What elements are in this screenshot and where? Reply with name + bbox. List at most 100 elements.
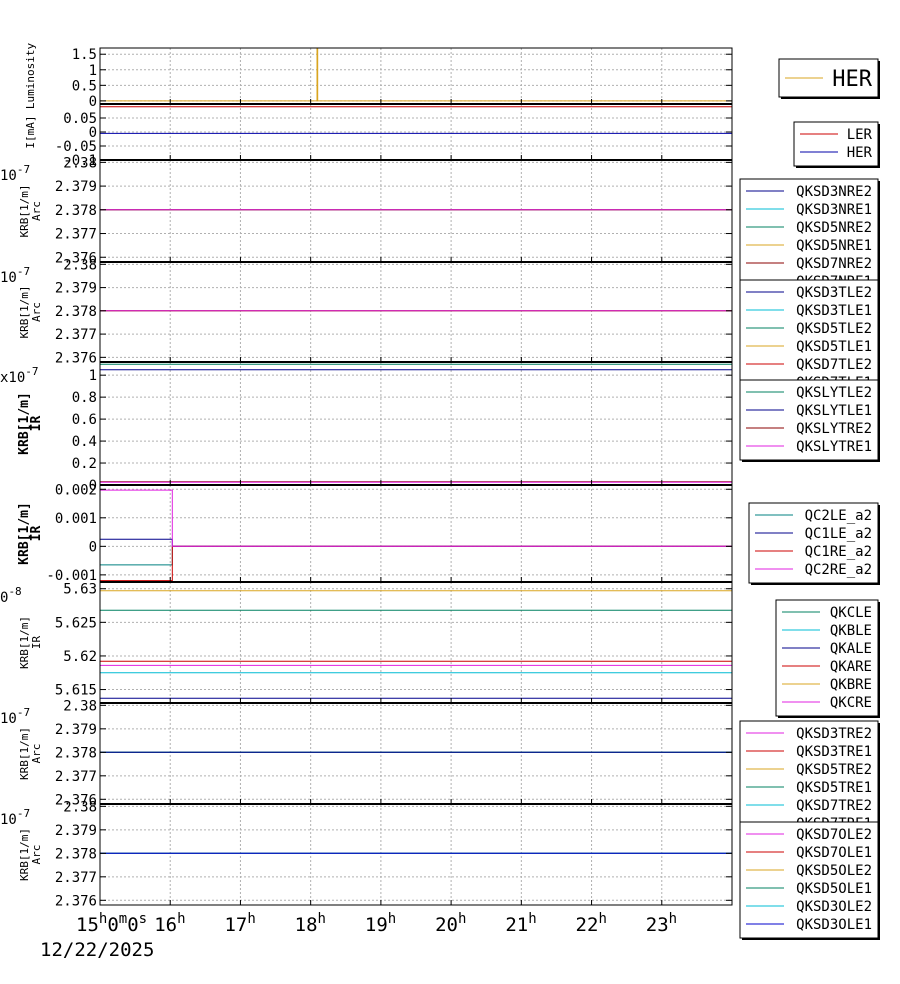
y-tick-label: 0.6 [72, 412, 97, 428]
x-tick-label: 16h [154, 911, 185, 936]
plot-frame [99, 159, 733, 263]
grid [99, 160, 732, 262]
series-QC1RE_a2 [100, 545, 732, 582]
y-tick-label: 2.376 [55, 893, 97, 909]
legend-label: QKSLYTRE1 [796, 439, 872, 455]
y-tick-label: 0.05 [63, 111, 97, 127]
legend-label: QKSD3TRE1 [796, 744, 872, 760]
y-tick-label: 0.001 [55, 511, 97, 527]
y-axis-label: Luminosity [24, 43, 37, 110]
panel-arc3: 2.376 2.377 2.378 2.379 2.38 KRB[1/m] Arc 10-7 [0, 698, 733, 808]
legend-label: QKSD3OLE2 [796, 899, 872, 915]
y-axis-label: IR [29, 416, 44, 432]
legend-ir2: QC2LE_a2 QC1LE_a2 QC1RE_a2 QC2RE_a2 [748, 502, 880, 585]
legend-label: QC2RE_a2 [805, 562, 872, 578]
grid [99, 104, 732, 161]
y-tick-label: 0 [89, 539, 97, 555]
y-tick-label: 2.38 [63, 799, 97, 815]
y-exponent-label: 10-7 [0, 163, 30, 184]
y-tick-label: 2.379 [55, 179, 97, 195]
x-tick-label: 17h [224, 911, 255, 936]
x-date-label: 12/22/2025 [40, 939, 154, 961]
legend-label: LER [847, 127, 873, 143]
x-tick-label: 19h [365, 911, 396, 936]
series-QC1LE_a2 [100, 538, 732, 547]
y-axis-label: Arc [30, 744, 43, 764]
legend-label: QC1LE_a2 [805, 526, 872, 542]
series-HER [100, 48, 732, 102]
plot-frame [99, 803, 733, 906]
legend-label: QKSD7OLE2 [796, 827, 872, 843]
legend-label: QKSD7TLE2 [796, 357, 872, 373]
legend-label: HER [847, 145, 873, 161]
legend-label: QKSD5TRE2 [796, 762, 872, 778]
y-exponent-label: 0-8 [0, 585, 22, 606]
y-tick-label: 2.38 [63, 698, 97, 714]
x-axis: 15h0m0s 16h 17h 18h 19h 20h 21h 22h 23h 12/22/202… [40, 911, 677, 961]
y-axis-label: Arc [30, 845, 43, 865]
legend-label: QKSD3NRE1 [796, 202, 872, 218]
legend-label: QKBLE [830, 623, 872, 639]
y-tick-label: 5.63 [63, 582, 97, 598]
y-tick-label: 1 [89, 63, 97, 79]
x-tick-label: 22h [576, 911, 607, 936]
plot-frame [99, 581, 733, 704]
y-tick-label: 2.379 [55, 823, 97, 839]
x-tick-label: 15h0m0s [76, 911, 147, 936]
panel-ir2: -0.001 0 0.001 0.002 KRB[1/m]IR [17, 482, 733, 584]
y-tick-label: 2.376 [55, 250, 97, 266]
x-tick-label: 21h [505, 911, 536, 936]
panel-arc1: 2.376 2.377 2.378 2.379 2.38 KRB[1/m] Arc 10-7 [0, 155, 733, 266]
y-tick-label: 2.378 [55, 846, 97, 862]
grid [99, 362, 732, 486]
legend-arc4: QKSD7OLE2 QKSD7OLE1 QKSD5OLE2 QKSD5OLE1 QKSD… [739, 821, 880, 940]
grid [99, 582, 732, 703]
y-tick-label: 2.376 [55, 350, 97, 366]
y-tick-label: 0.002 [55, 482, 97, 498]
y-axis-label: KRB[1/m] [17, 392, 32, 455]
legend-label: QKSD5NRE2 [796, 220, 872, 236]
legend-label: QKSD5TLE1 [796, 339, 872, 355]
legend-label: QKSD5OLE2 [796, 863, 872, 879]
legend-label: HER [832, 67, 872, 92]
plot-frame [99, 361, 733, 486]
panel-arc2: 2.376 2.377 2.378 2.379 2.38 KRB[1/m] Arc 10-7 [0, 257, 733, 366]
plot-frame [99, 261, 733, 363]
legend-label: QKSD3NRE2 [796, 184, 872, 200]
legend-ir1: QKSLYTLE2 QKSLYTLE1 QKSLYTRE2 QKSLYTRE1 [739, 379, 880, 462]
legend-label: QKSLYTLE1 [796, 403, 872, 419]
y-tick-label: 0.8 [72, 390, 97, 406]
y-tick-label: 2.38 [63, 155, 97, 171]
y-axis-label: Arc [30, 302, 43, 322]
grid [99, 262, 732, 362]
legend-label: QKSD5TLE2 [796, 321, 872, 337]
legend-label: QKSD5TRE1 [796, 780, 872, 796]
legend-label: QKSLYTLE2 [796, 385, 872, 401]
panel-ir1: 0 0.2 0.4 0.6 0.8 1 KRB[1/m]IR x10-7 [0, 361, 733, 494]
y-axis-label: KRB[1/m] [18, 286, 31, 339]
plot-frame [99, 484, 733, 583]
legend-label: QKSD3TRE2 [796, 726, 872, 742]
panel-ir3: 5.615 5.62 5.625 5.63 KRB[1/m] IR 0-8 [0, 581, 733, 704]
legend-box [739, 720, 879, 838]
series-QC2LE_a2 [100, 545, 732, 566]
x-tick-label: 18h [295, 911, 326, 936]
y-tick-label: -0.001 [46, 568, 97, 584]
panel-luminosity: 00.511.5 Luminosity [24, 43, 733, 110]
y-exponent-label: 10-7 [0, 706, 30, 727]
grid [99, 485, 732, 582]
y-tick-label: 2.378 [55, 304, 97, 320]
y-tick-label: 0.2 [72, 456, 97, 472]
legend-box [748, 502, 879, 584]
y-tick-label: 1.5 [72, 47, 97, 63]
legend-label: QKSD3TLE2 [796, 285, 872, 301]
plot-frame [99, 47, 733, 105]
y-tick-label: -0.1 [63, 153, 97, 169]
legend-label: QKSD5OLE1 [796, 881, 872, 897]
legend-current: LER HER [793, 121, 880, 168]
y-exponent-label: x10-7 [0, 365, 39, 386]
y-axis-label: IR [30, 636, 43, 650]
y-tick-label: 0 [89, 94, 97, 110]
legend-label: QKSD7NRE2 [796, 256, 872, 272]
y-tick-label: 2.379 [55, 281, 97, 297]
